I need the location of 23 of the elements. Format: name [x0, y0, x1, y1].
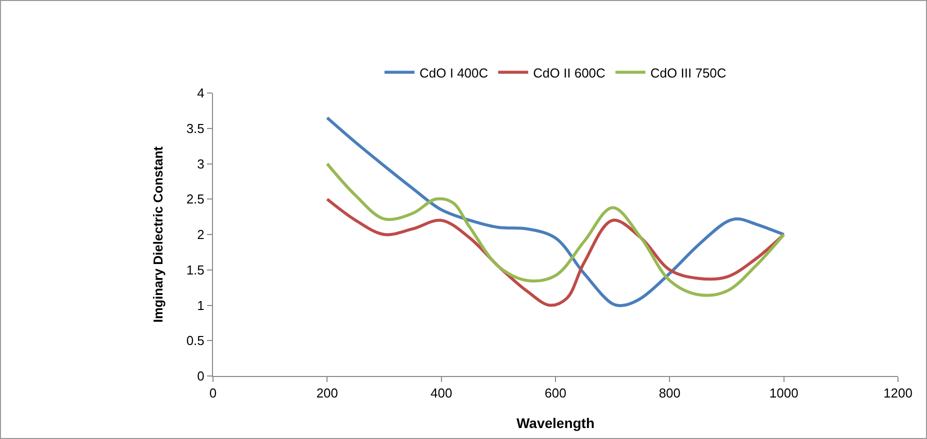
x-tick-label: 1000: [769, 386, 798, 401]
x-tick-label: 400: [430, 386, 452, 401]
y-tick-label: 0.5: [186, 333, 204, 348]
x-axis-title: Wavelength: [516, 415, 595, 431]
x-tick-label: 0: [209, 386, 217, 401]
line-series: [326, 162, 786, 297]
y-tick-label: 2: [197, 227, 204, 242]
x-tick-label: 200: [316, 386, 338, 401]
y-axis-title: Imginary Dielectric Constant: [150, 146, 166, 323]
y-tick-label: 3: [197, 156, 204, 172]
line-series: [326, 116, 786, 308]
y-tick-label: 1: [197, 298, 204, 313]
legend-label: CdO I 400C: [420, 65, 488, 80]
legend-label: CdO III 750C: [650, 65, 726, 80]
y-tick-label: 1.5: [186, 262, 204, 278]
x-tick-label: 800: [658, 386, 681, 401]
y-tick-label: 2.5: [186, 192, 204, 207]
legend-label: CdO II 600C: [533, 65, 606, 80]
x-tick-label: 600: [544, 386, 566, 401]
y-tick-label: 4: [197, 86, 204, 101]
x-tick-label: 1200: [884, 386, 912, 401]
y-tick-label: 0: [197, 368, 204, 384]
y-tick-label: 3.5: [186, 120, 204, 136]
